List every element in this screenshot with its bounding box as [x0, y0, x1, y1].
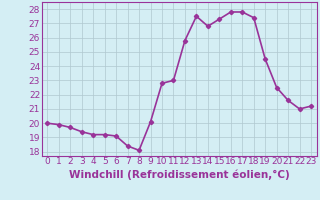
X-axis label: Windchill (Refroidissement éolien,°C): Windchill (Refroidissement éolien,°C) — [69, 169, 290, 180]
